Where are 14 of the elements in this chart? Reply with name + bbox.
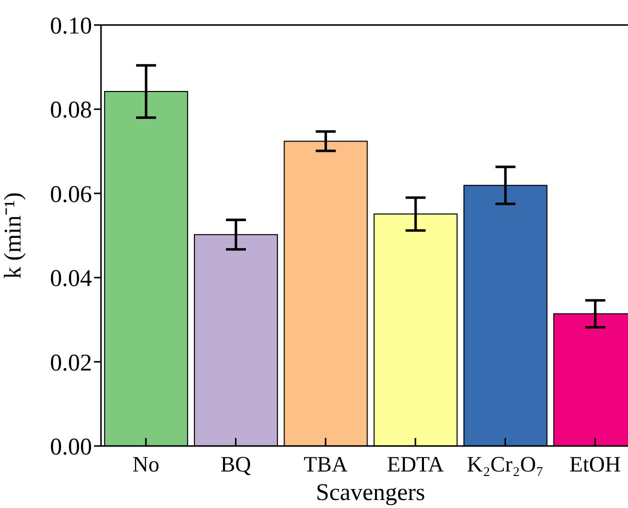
y-tick-label: 0.04: [50, 266, 92, 292]
x-tick-label: No: [132, 452, 160, 477]
y-tick-label: 0.02: [50, 350, 92, 376]
x-tick-label: EDTA: [386, 452, 444, 477]
x-tick-label: TBA: [304, 452, 348, 477]
x-tick-label: EtOH: [569, 452, 621, 477]
y-tick-label: 0.00: [50, 434, 92, 461]
y-tick-label: 0.06: [50, 182, 92, 208]
y-tick-label: 0.10: [50, 14, 92, 40]
y-tick-label: 0.08: [50, 98, 92, 124]
x-tick-label: BQ: [220, 452, 252, 477]
x-tick-label: K₂Cr₂O₇: [466, 452, 544, 477]
y-axis-title: k (min⁻¹): [0, 192, 27, 279]
x-axis-title: Scavengers: [316, 480, 426, 506]
